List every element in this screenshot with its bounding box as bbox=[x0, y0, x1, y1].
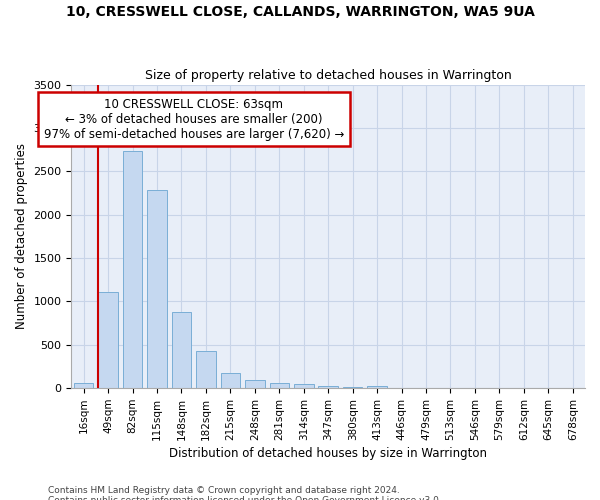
Bar bbox=[367, 386, 387, 388]
Bar bbox=[221, 374, 240, 388]
Bar bbox=[147, 190, 167, 388]
Text: 10 CRESSWELL CLOSE: 63sqm
← 3% of detached houses are smaller (200)
97% of semi-: 10 CRESSWELL CLOSE: 63sqm ← 3% of detach… bbox=[44, 98, 344, 140]
Bar bbox=[319, 386, 338, 388]
Bar bbox=[245, 380, 265, 388]
Text: 10, CRESSWELL CLOSE, CALLANDS, WARRINGTON, WA5 9UA: 10, CRESSWELL CLOSE, CALLANDS, WARRINGTO… bbox=[65, 5, 535, 19]
Y-axis label: Number of detached properties: Number of detached properties bbox=[15, 144, 28, 330]
Title: Size of property relative to detached houses in Warrington: Size of property relative to detached ho… bbox=[145, 69, 512, 82]
Bar bbox=[74, 384, 94, 388]
Bar bbox=[294, 384, 314, 388]
Bar bbox=[196, 351, 215, 388]
Bar bbox=[123, 152, 142, 388]
Bar bbox=[98, 292, 118, 388]
Text: Contains HM Land Registry data © Crown copyright and database right 2024.: Contains HM Land Registry data © Crown c… bbox=[48, 486, 400, 495]
X-axis label: Distribution of detached houses by size in Warrington: Distribution of detached houses by size … bbox=[169, 447, 487, 460]
Bar bbox=[343, 387, 362, 388]
Bar bbox=[269, 384, 289, 388]
Text: Contains public sector information licensed under the Open Government Licence v3: Contains public sector information licen… bbox=[48, 496, 442, 500]
Bar bbox=[172, 312, 191, 388]
